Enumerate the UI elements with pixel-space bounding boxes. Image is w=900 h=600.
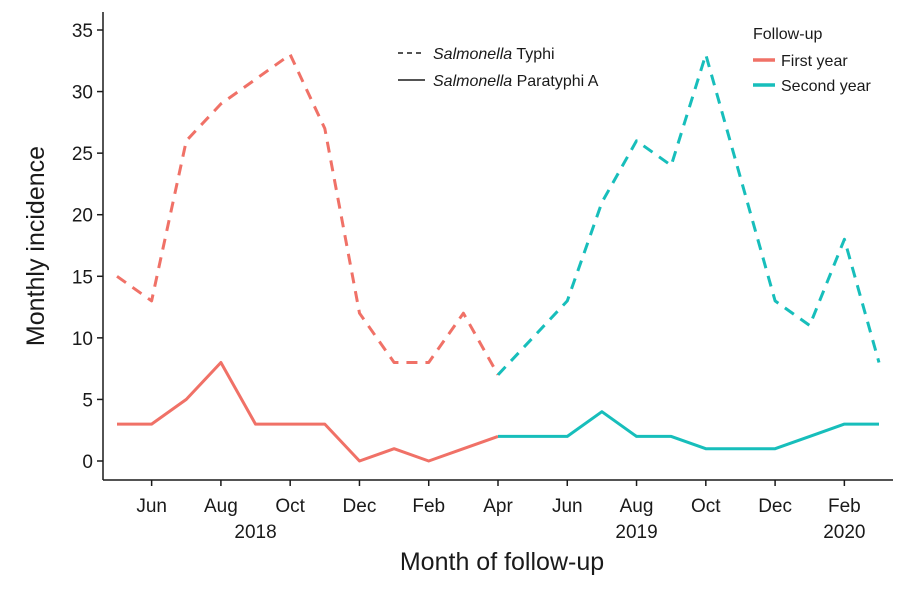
legend-entry-rest: Paratyphi A	[512, 73, 599, 90]
x-tick-label: Feb	[828, 496, 861, 517]
x-tick-label: Apr	[483, 496, 513, 517]
legend-entry-label: Salmonella Paratyphi A	[433, 73, 599, 90]
y-tick-label: 20	[72, 206, 93, 227]
series-line-paratyphi-a-first-year	[117, 361, 499, 463]
y-tick-label: 5	[82, 390, 93, 411]
x-tick-label: Aug	[620, 496, 654, 517]
x-tick-label: Dec	[758, 496, 792, 517]
x-tick-label: Oct	[691, 496, 721, 517]
y-tick-label: 25	[72, 144, 93, 165]
legend-entry-label: Salmonella Typhi	[433, 46, 555, 63]
x-tick-label: Jun	[136, 496, 167, 517]
legend-followup-label: Second year	[781, 78, 872, 95]
series-line-typhi-second-year	[496, 53, 881, 376]
series-line-typhi-first-year	[116, 53, 500, 376]
x-tick-label: Oct	[275, 496, 305, 517]
y-tick-label: 0	[82, 452, 93, 473]
x-tick-label: Jun	[552, 496, 583, 517]
y-axis-title: Monthly incidence	[22, 146, 50, 346]
x-year-label: 2020	[823, 522, 865, 543]
y-tick-label: 35	[72, 21, 93, 42]
x-year-label: 2018	[234, 522, 276, 543]
plot-lines	[116, 53, 881, 463]
x-axis-title: Month of follow-up	[400, 548, 604, 576]
x-tick-label: Dec	[343, 496, 377, 517]
legend-entry-italic: Salmonella	[433, 73, 512, 90]
legend-followup-label: First year	[781, 53, 848, 70]
y-tick-label: 15	[72, 267, 93, 288]
y-tick-label: 10	[72, 329, 93, 350]
x-tick-label: Feb	[412, 496, 445, 517]
legend-entry-italic: Salmonella	[433, 46, 512, 63]
x-tick-label: Aug	[204, 496, 238, 517]
legend-entry-rest: Typhi	[512, 46, 554, 63]
axes: 0 5 10 15 20 25 30 35 Jun Aug Oct Dec Feb Apr Jun Aug Oc…	[72, 12, 893, 543]
x-year-label: 2019	[615, 522, 657, 543]
legend-followup: Follow-up First year Second year	[753, 26, 872, 95]
y-tick-label: 30	[72, 83, 93, 104]
series-line-paratyphi-a-second-year	[498, 410, 879, 451]
legend-followup-title: Follow-up	[753, 26, 822, 43]
